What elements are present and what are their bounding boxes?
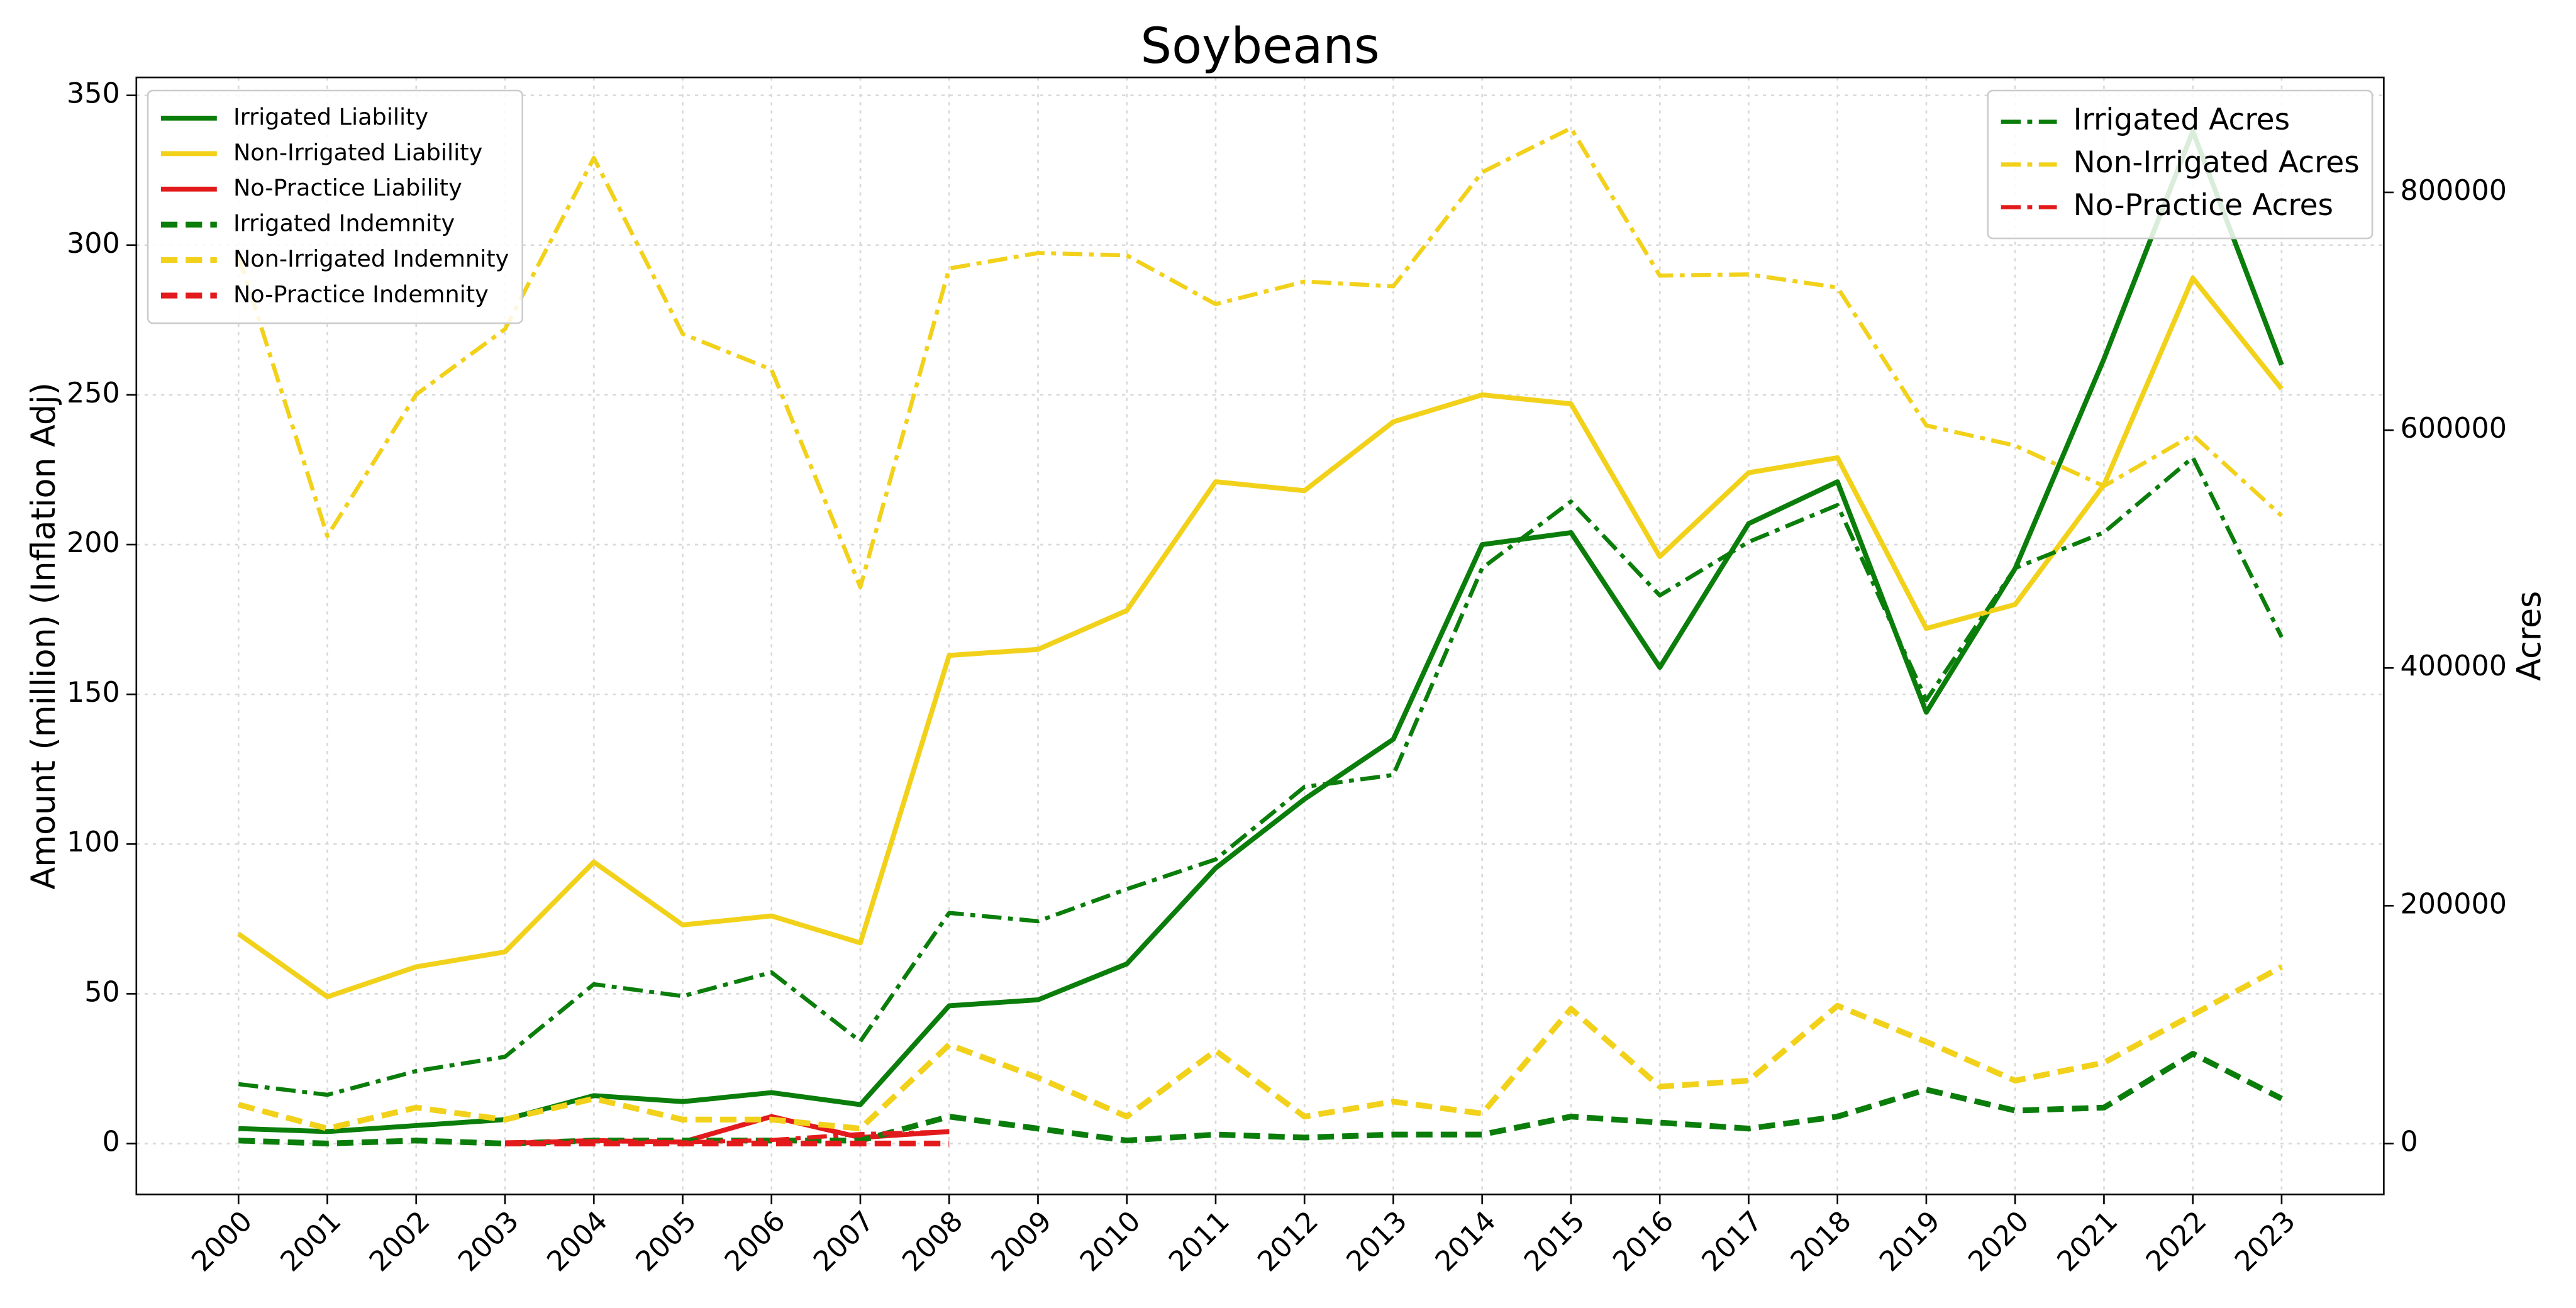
legend-label: No-Practice Indemnity — [233, 281, 489, 308]
y-axis-label: Amount (million) (Inflation Adj) — [25, 382, 63, 890]
y2-axis-label: Acres — [2511, 591, 2548, 681]
data-line — [238, 1051, 2284, 1147]
y-tick-label: 50 — [84, 976, 120, 1008]
y2-tick-label: 600000 — [2400, 413, 2506, 445]
legend-label: Non-Irrigated Acres — [2074, 145, 2360, 180]
legend: Irrigated Acres Non-Irrigated Acres No-Pra… — [1987, 89, 2373, 240]
data-line — [504, 1129, 950, 1144]
y2-tick-label: 200000 — [2400, 888, 2506, 920]
y-tick-label: 0 — [102, 1126, 119, 1158]
data-line — [238, 964, 2284, 1132]
y-tick-label: 200 — [67, 527, 120, 559]
legend: Irrigated Liability Non-Irrigated Liabili… — [147, 89, 523, 324]
data-line — [236, 275, 2284, 1000]
y-tick-label: 300 — [67, 228, 120, 260]
y-tick-label: 150 — [67, 677, 120, 709]
legend-label: Irrigated Indemnity — [233, 210, 455, 237]
legend-label: No-Practice Acres — [2074, 188, 2333, 223]
legend-label: No-Practice Liability — [233, 174, 462, 201]
data-line — [236, 126, 2284, 589]
legend-label: Irrigated Liability — [233, 103, 428, 130]
data-line — [238, 455, 2284, 1097]
chart-title: Soybeans — [1140, 18, 1380, 75]
legend-box — [147, 89, 523, 324]
y-tick-label: 250 — [67, 377, 120, 409]
legend-label: Non-Irrigated Liability — [233, 139, 482, 166]
legend-label: Irrigated Acres — [2074, 103, 2290, 137]
y2-tick-label: 800000 — [2400, 175, 2506, 207]
legend-box — [1987, 89, 2373, 240]
plot-frame — [135, 76, 2385, 1195]
y2-tick-label: 400000 — [2400, 650, 2506, 682]
y-tick-label: 100 — [67, 826, 120, 858]
y-tick-label: 350 — [67, 78, 120, 110]
legend-label: Non-Irrigated Indemnity — [233, 245, 509, 272]
y2-tick-label: 0 — [2400, 1126, 2418, 1158]
